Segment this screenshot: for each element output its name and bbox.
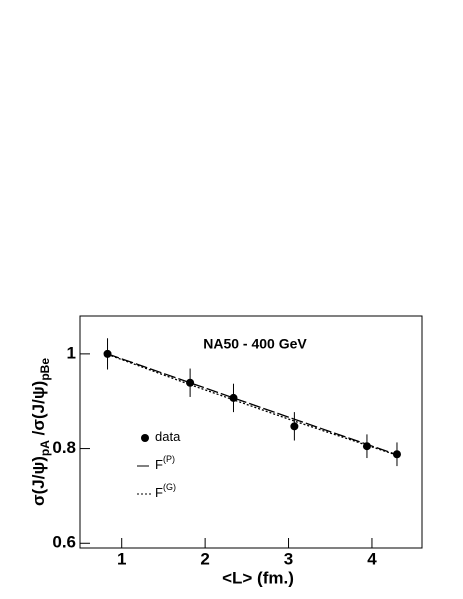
data-point	[229, 393, 238, 402]
legend-label: data	[155, 429, 181, 444]
fit-line	[107, 353, 398, 456]
y-label-sub: pA	[38, 440, 52, 456]
y-tick-label: 1	[67, 343, 76, 362]
x-tick-label: 1	[117, 549, 126, 568]
plot-frame	[79, 315, 423, 549]
x-tick-label: 4	[367, 549, 377, 568]
data-point	[290, 422, 299, 431]
data-point	[186, 378, 195, 387]
chart-title: NA50 - 400 GeV	[203, 336, 307, 352]
legend-label: F(G)	[155, 482, 176, 500]
legend-name: F	[155, 485, 163, 500]
y-label-part: /σ(J/ψ)	[29, 381, 48, 440]
y-label-part: σ(J/ψ)	[29, 456, 48, 506]
legend-sup: (P)	[163, 454, 175, 464]
legend-label: F(P)	[155, 454, 175, 472]
legend-name: data	[155, 429, 181, 444]
y-tick-label: 0.6	[52, 533, 76, 552]
legend-marker	[141, 434, 149, 442]
fit-line	[107, 353, 398, 456]
y-tick-label: 0.8	[52, 438, 76, 457]
x-tick-label: 2	[200, 549, 209, 568]
legend-sup: (G)	[163, 482, 176, 492]
y-axis-label: σ(J/ψ)pA /σ(J/ψ)pBe	[29, 358, 52, 506]
legend-name: F	[155, 457, 163, 472]
x-axis-label: <L> (fm.)	[222, 568, 294, 587]
x-tick-label: 3	[284, 549, 293, 568]
y-label-sub: pBe	[38, 358, 52, 381]
